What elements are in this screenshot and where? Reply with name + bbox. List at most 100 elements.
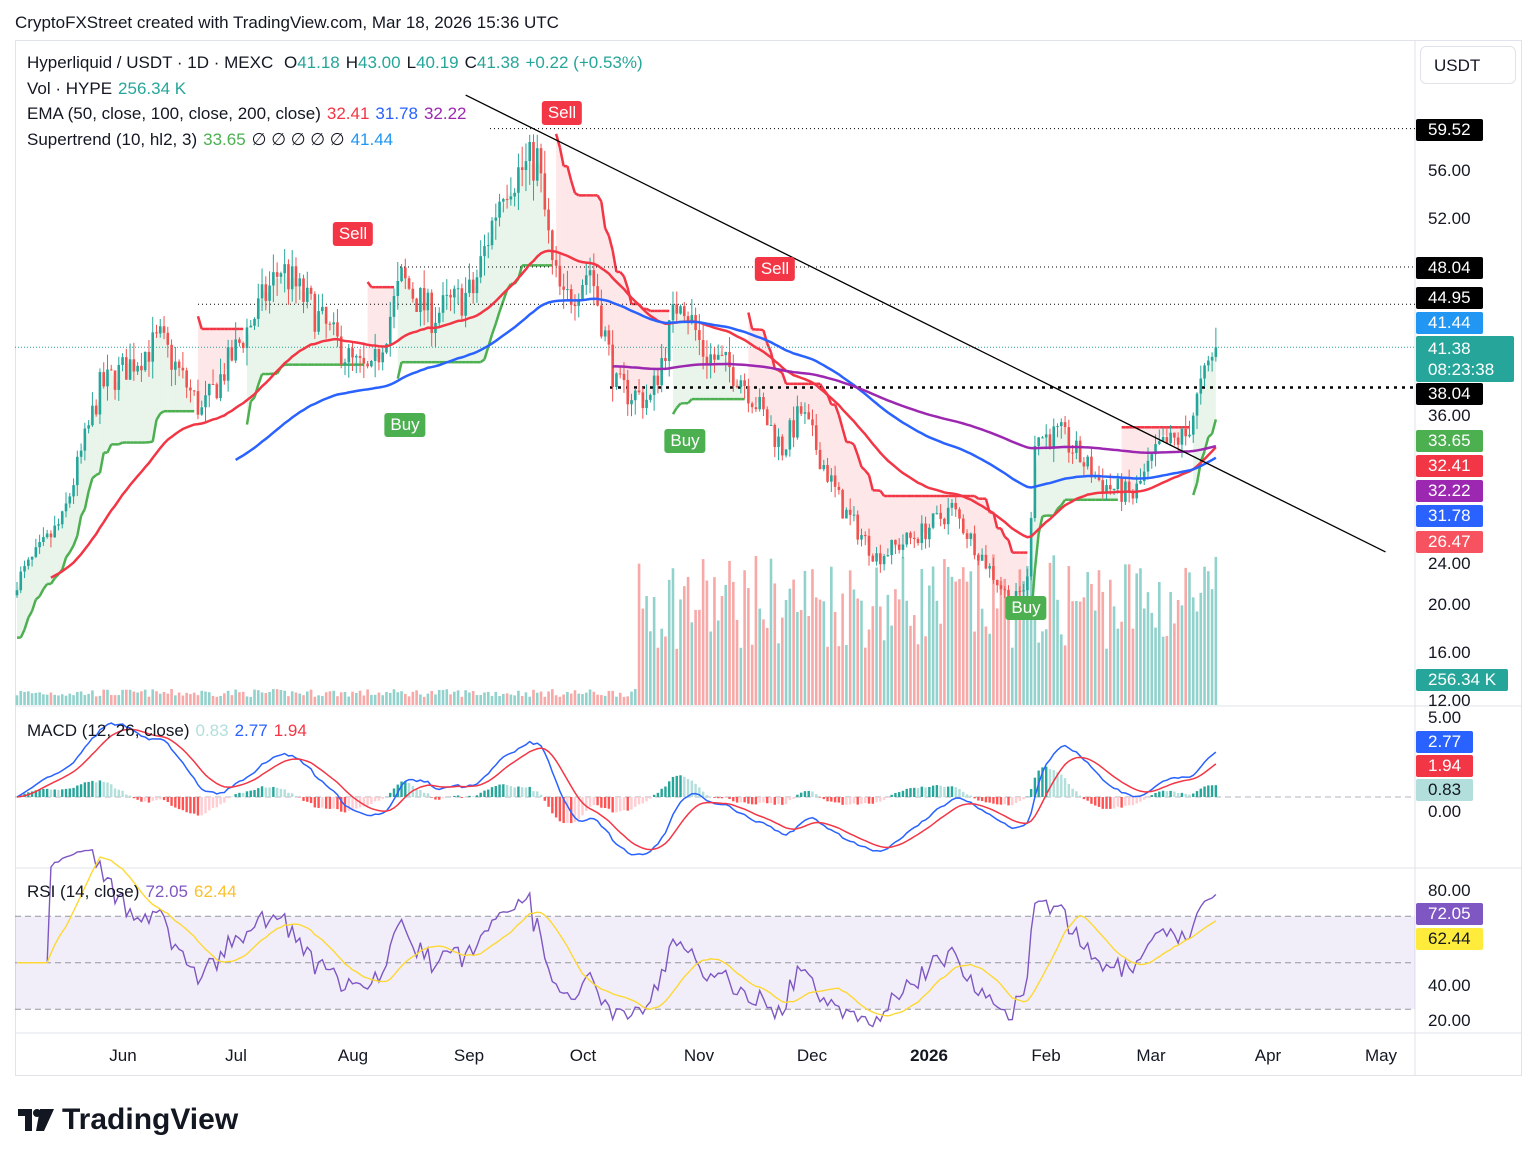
candle (158, 326, 162, 334)
macd-histogram-bar (196, 797, 200, 816)
macd-axis-label: 5.00 (1428, 708, 1462, 727)
volume-bar (777, 643, 780, 705)
volume-bar (498, 695, 501, 705)
supertrend-fill (265, 292, 270, 375)
macd-histogram-bar (566, 797, 569, 823)
macd-histogram-bar (257, 788, 260, 797)
candle (422, 288, 426, 311)
macd-histogram-bar (965, 794, 969, 797)
volume-bar (1101, 591, 1105, 705)
macd-histogram-bar (784, 797, 788, 805)
volume-bar (720, 596, 724, 705)
volume-bar (268, 691, 271, 705)
volume-bar (404, 693, 407, 705)
candle (343, 362, 347, 365)
macd-histogram-bar (596, 797, 599, 806)
volume-bar (415, 690, 418, 705)
candle (1131, 492, 1135, 499)
macd-histogram-bar (969, 795, 973, 797)
macd-histogram-bar (242, 792, 245, 797)
candle (1101, 480, 1105, 494)
candle (215, 384, 219, 399)
macd-histogram-bar (686, 779, 690, 797)
supertrend-fill (28, 561, 33, 618)
macd-label[interactable]: MACD (12, 26, close) (27, 721, 190, 740)
macd-histogram-bar (223, 797, 226, 803)
supertrend-label[interactable]: Supertrend (10, hl2, 3) (27, 130, 198, 149)
macd-histogram-bar (732, 797, 735, 802)
volume-bar (950, 576, 954, 705)
candle (392, 296, 396, 317)
volume-bar (336, 696, 339, 705)
volume-label[interactable]: Vol · HYPE (27, 79, 113, 98)
macd-histogram-bar (83, 782, 87, 797)
volume-bar (569, 693, 573, 705)
macd-histogram-bar (769, 797, 773, 804)
volume-bar (1056, 599, 1059, 705)
macd-histogram-bar (181, 797, 185, 811)
candle (905, 532, 909, 545)
supertrend-fill (473, 286, 477, 363)
candle (1139, 480, 1142, 484)
macd-histogram-bar (245, 791, 249, 797)
volume-bar (1214, 556, 1218, 705)
time-axis-label: May (1364, 1046, 1398, 1065)
volume-bar (1154, 627, 1157, 705)
volume-bar (185, 692, 188, 705)
currency-button[interactable]: USDT (1420, 46, 1516, 84)
macd-histogram-bar (1014, 797, 1018, 804)
supertrend-fill (145, 358, 149, 443)
supertrend-fill (69, 491, 74, 553)
candle (596, 286, 599, 306)
volume-bar (943, 559, 946, 705)
macd-histogram-bar (125, 794, 128, 797)
price-tag: 256.34 K (1416, 669, 1509, 691)
volume-bar (155, 691, 158, 705)
candle (128, 359, 132, 380)
candle (509, 196, 513, 200)
macd-histogram-bar (177, 797, 181, 810)
candle (539, 148, 543, 174)
supertrend-fill (710, 359, 715, 400)
tradingview-logo-icon (18, 1109, 54, 1131)
candle (743, 380, 746, 386)
price-tag: 0.83 (1416, 779, 1474, 801)
candle (739, 380, 743, 388)
candle (1090, 456, 1093, 478)
rsi-label[interactable]: RSI (14, close) (27, 882, 140, 901)
macd-histogram-bar (117, 789, 120, 797)
candle (204, 395, 207, 408)
volume-bar (1029, 558, 1033, 705)
volume-bar (649, 631, 652, 705)
macd-histogram-bar (272, 786, 275, 797)
candle (732, 367, 735, 386)
volume-bar (532, 689, 535, 705)
macd-histogram-bar (1060, 774, 1063, 797)
macd-histogram-bar (928, 786, 931, 797)
volume-bar (419, 694, 422, 705)
volume-bar (196, 695, 200, 705)
macd-histogram-bar (313, 797, 317, 808)
macd-histogram-bar (475, 795, 479, 797)
volume-bar (1018, 569, 1022, 705)
ema-label[interactable]: EMA (50, close, 100, close, 200, close) (27, 104, 321, 123)
candle (260, 284, 264, 299)
candle (641, 392, 645, 409)
supertrend-fill (684, 312, 689, 404)
signal-buy: Buy (1005, 596, 1047, 620)
macd-histogram-bar (1011, 797, 1014, 806)
candle (189, 387, 192, 391)
supertrend-fill (846, 442, 851, 513)
supertrend-fill (409, 282, 413, 363)
symbol-title[interactable]: Hyperliquid / USDT · 1D · MEXC (27, 53, 274, 72)
l-label: L (406, 53, 417, 72)
macd-histogram-bar (520, 787, 524, 797)
candle (479, 256, 483, 278)
candle (1003, 589, 1007, 591)
macd-histogram-bar (170, 797, 173, 806)
candle (207, 383, 211, 396)
tradingview-logo[interactable]: TradingView (18, 1103, 238, 1137)
candle (588, 270, 592, 276)
volume-bar (475, 695, 479, 705)
